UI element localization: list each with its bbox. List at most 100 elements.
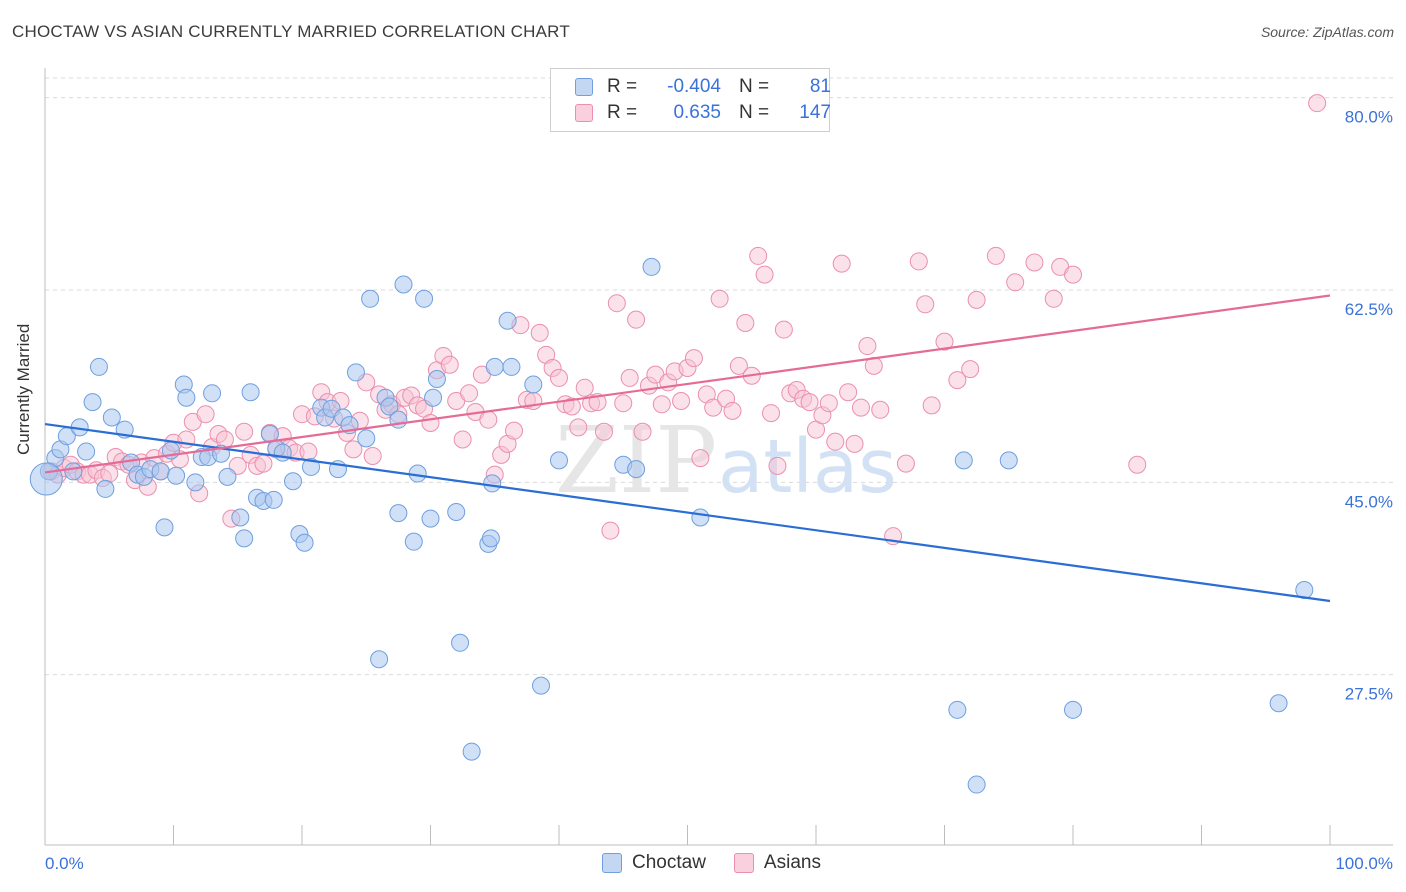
asians-point <box>800 393 819 412</box>
asians-point <box>704 398 723 417</box>
asians-point <box>858 337 877 356</box>
legend-n-value: 81 <box>809 76 831 97</box>
asians-point <box>986 246 1005 265</box>
choctaw-point <box>102 408 121 427</box>
legend-row-asians: R = 0.635 N = 147 <box>575 101 831 125</box>
choctaw-point <box>485 357 504 376</box>
watermark: ZIP atlas <box>555 407 897 514</box>
choctaw-point <box>231 508 250 527</box>
asians-point <box>832 254 851 273</box>
legend-swatch-choctaw <box>602 853 622 873</box>
choctaw-point <box>389 504 408 523</box>
tick-labels: 27.5% 45.0% 62.5% 80.0% 0.0% 100.0% <box>45 108 1393 873</box>
asians-point <box>684 349 703 368</box>
asians-point <box>627 310 646 329</box>
asians-point <box>723 401 742 420</box>
asians-point <box>1044 289 1063 308</box>
choctaw-point <box>361 289 380 308</box>
asians-point <box>755 265 774 284</box>
choctaw-point <box>394 275 413 294</box>
asians-point <box>916 295 935 314</box>
choctaw-point <box>89 357 108 376</box>
asians-point <box>344 440 363 459</box>
asians-point <box>839 383 858 402</box>
x-tick-label: 100.0% <box>1335 854 1393 873</box>
choctaw-point <box>498 311 517 330</box>
choctaw-point <box>218 467 237 486</box>
choctaw-point <box>948 700 967 719</box>
choctaw-point <box>642 257 661 276</box>
legend-item-asians: Asians <box>733 852 821 874</box>
y-tick-label: 27.5% <box>1345 685 1393 704</box>
legend-r-value: 0.635 <box>673 102 721 123</box>
legend-row-choctaw: R = -0.404 N = 81 <box>575 75 831 99</box>
legend-swatch-asians <box>575 104 593 122</box>
asians-point <box>620 368 639 387</box>
asians-point <box>948 371 967 390</box>
choctaw-point <box>524 375 543 394</box>
choctaw-point <box>380 397 399 416</box>
series-choctaw-points <box>29 257 1314 794</box>
asians-point <box>299 442 318 461</box>
series-legend: Choctaw Asians <box>602 852 849 874</box>
choctaw-point <box>186 473 205 492</box>
choctaw-point <box>550 451 568 470</box>
asians-point <box>633 422 652 441</box>
asians-point <box>550 368 568 387</box>
asians-point <box>691 449 710 468</box>
choctaw-point <box>301 457 320 476</box>
asians-point <box>1308 94 1327 113</box>
legend-swatch-asians <box>733 853 754 873</box>
choctaw-point <box>64 462 83 481</box>
asians-point <box>762 404 781 423</box>
choctaw-point <box>295 533 314 552</box>
legend-swatch-choctaw <box>575 78 593 96</box>
asians-point <box>421 413 440 432</box>
legend-r-value: -0.404 <box>667 76 721 97</box>
choctaw-point <box>155 518 174 537</box>
asians-trend-line <box>44 294 1331 474</box>
choctaw-point <box>483 474 502 493</box>
choctaw-point <box>424 388 443 407</box>
choctaw-point <box>284 472 303 491</box>
asians-point <box>851 398 870 417</box>
choctaw-point <box>627 460 646 479</box>
choctaw-point <box>177 388 196 407</box>
asians-point <box>562 397 581 416</box>
choctaw-point <box>502 357 521 376</box>
y-tick-label: 62.5% <box>1345 300 1393 319</box>
asians-point <box>1128 455 1147 474</box>
y-axis-label: Currently Married <box>14 323 33 455</box>
asians-point <box>819 394 838 413</box>
legend-n-label: N = <box>739 76 770 97</box>
legend-label-asians: Asians <box>763 852 821 873</box>
asians-point <box>710 289 729 308</box>
trend-lines <box>44 294 1331 603</box>
asians-point <box>228 456 247 475</box>
asians-point <box>479 410 498 429</box>
asians-point <box>774 320 793 339</box>
correlation-legend: R = -0.404 N = 81 R = 0.635 N = 147 <box>550 68 831 132</box>
x-tick-label: 0.0% <box>45 854 84 873</box>
asians-point <box>196 405 215 424</box>
asians-point <box>1064 265 1082 284</box>
asians-point <box>363 446 382 465</box>
choctaw-point <box>203 384 222 403</box>
asians-point <box>768 456 787 475</box>
y-tick-label: 80.0% <box>1345 108 1393 127</box>
choctaw-point <box>1269 694 1288 713</box>
asians-point <box>871 400 890 419</box>
asians-point <box>575 378 594 397</box>
choctaw-point <box>427 370 446 389</box>
axes <box>44 68 1393 846</box>
legend-item-choctaw: Choctaw <box>602 852 706 874</box>
choctaw-point <box>404 532 423 551</box>
choctaw-point <box>481 529 500 548</box>
asians-point <box>530 323 549 342</box>
asians-point <box>607 294 626 313</box>
choctaw-point <box>83 393 102 412</box>
asians-point <box>729 356 748 375</box>
choctaw-point <box>77 442 96 461</box>
asians-point <box>460 384 479 403</box>
